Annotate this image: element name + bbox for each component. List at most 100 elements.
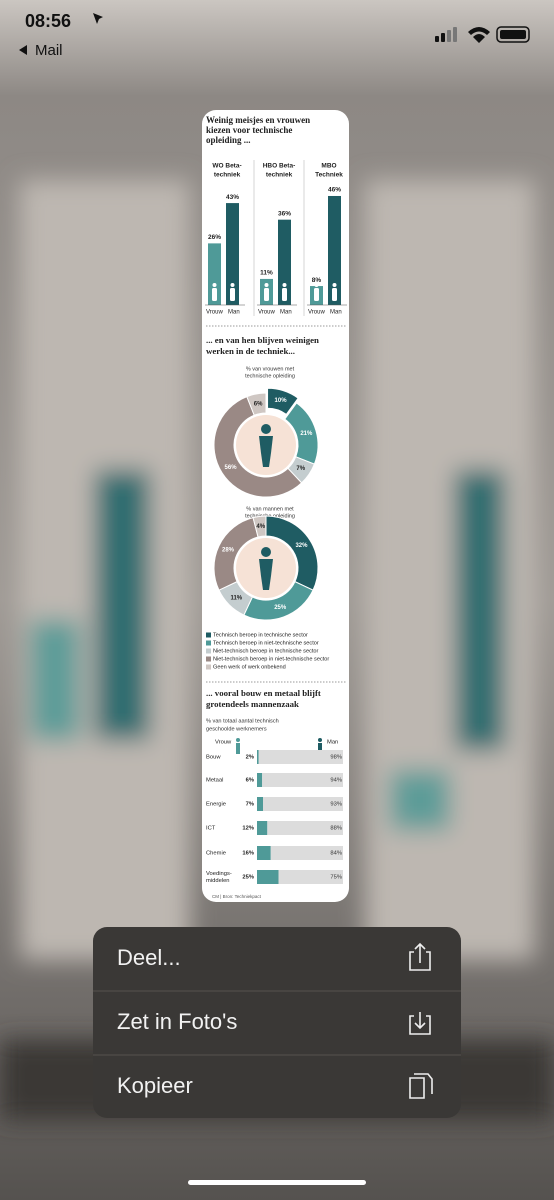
donut-segment — [252, 515, 267, 538]
figure-body — [236, 743, 240, 754]
row-value: 16% — [242, 851, 254, 857]
section-title: Weinig meisjes en vrouwen — [206, 115, 310, 125]
row-label: ICT — [206, 826, 216, 832]
bar-label: 36% — [278, 210, 291, 217]
donut-segment — [213, 396, 303, 498]
legend-swatch — [206, 640, 211, 646]
legend-label: Technisch beroep in technische sector — [213, 632, 308, 638]
wifi-icon — [468, 27, 490, 43]
figure-head — [230, 283, 235, 287]
back-arrow[interactable] — [19, 45, 27, 55]
figure-body — [230, 288, 235, 301]
legend-label: Technisch beroep in niet-technische sect… — [213, 640, 319, 646]
axis-label: Vrouw — [206, 310, 223, 316]
donut-label: 6% — [254, 401, 263, 407]
axis-label: Man — [327, 740, 338, 746]
bar — [263, 797, 343, 811]
row-label: Energie — [206, 802, 226, 808]
bar — [257, 750, 259, 764]
figure-head — [261, 424, 271, 434]
bar — [208, 243, 221, 305]
bar — [328, 195, 341, 305]
signal-icon — [435, 27, 457, 42]
group-label: MBO — [321, 163, 336, 170]
back-link[interactable]: Mail — [35, 42, 63, 59]
preview-card[interactable] — [202, 110, 349, 902]
bar — [257, 870, 279, 884]
group-label: techniek — [214, 172, 241, 179]
row-label: Bouw — [206, 755, 221, 761]
group-label: techniek — [266, 172, 293, 179]
figure-body — [314, 288, 319, 301]
section-subtitle: % van totaal aantal technisch — [206, 718, 279, 724]
legend-label: Niet-technisch beroep in technische sect… — [213, 648, 319, 654]
donut-label: 7% — [296, 466, 305, 472]
time: 08:56 — [25, 11, 71, 31]
figure-head — [261, 547, 271, 557]
row-value: 93% — [330, 802, 342, 808]
figure-head — [282, 283, 287, 287]
donut-label: 28% — [222, 548, 235, 554]
bar — [257, 797, 264, 811]
row-value: 12% — [242, 826, 254, 832]
figure-head — [318, 738, 322, 742]
axis-label: Man — [330, 310, 342, 316]
figure-head — [264, 283, 269, 287]
figure-body — [259, 436, 273, 467]
donut-subtitle: technische opleiding — [245, 373, 295, 379]
bar — [257, 821, 268, 835]
bar — [278, 219, 291, 305]
figure-head — [332, 283, 337, 287]
bar-label: 26% — [208, 234, 221, 241]
axis-label: Vrouw — [215, 740, 232, 746]
donut-segment — [246, 392, 267, 416]
section-title: grotendeels mannenzaak — [206, 699, 299, 709]
bar — [257, 773, 263, 787]
bar — [257, 846, 271, 860]
figure-head — [236, 738, 240, 742]
home-indicator — [188, 1180, 366, 1185]
legend-label: Geen werk of werk onbekend — [213, 664, 286, 670]
bar-label: 11% — [260, 270, 273, 277]
legend-swatch — [206, 648, 211, 654]
menu-item[interactable]: Deel... — [117, 945, 181, 970]
row-value: 6% — [246, 778, 254, 784]
legend-swatch — [206, 664, 211, 670]
bar — [270, 846, 343, 860]
donut-label: 11% — [230, 595, 242, 601]
legend-swatch — [206, 632, 211, 638]
donut-label: 56% — [225, 465, 238, 471]
bar — [278, 870, 343, 884]
donut-label: 32% — [295, 543, 308, 549]
donut-subtitle: % van vrouwen met — [246, 366, 295, 372]
battery-icon — [496, 26, 530, 43]
donut-subtitle: % van mannen met — [246, 506, 294, 512]
bar-label: 8% — [312, 277, 322, 284]
donut-label: 21% — [300, 431, 313, 437]
menu-icons — [409, 942, 433, 1099]
menu-item[interactable]: Kopieer — [117, 1073, 193, 1098]
row-value: 88% — [330, 826, 342, 832]
row-value: 84% — [330, 851, 342, 857]
donut-label: 4% — [256, 524, 265, 530]
figure-head — [212, 283, 217, 287]
row-value: 7% — [246, 802, 254, 808]
row-label: middelen — [206, 878, 230, 884]
figure-body — [259, 559, 273, 590]
figure-head — [314, 283, 319, 287]
section-title: werken in de techniek... — [206, 346, 295, 356]
axis-label: Man — [228, 310, 240, 316]
menu-item[interactable]: Zet in Foto's — [117, 1009, 237, 1034]
context-menu — [93, 927, 461, 1118]
donut-segment — [267, 387, 299, 416]
donut-label: 10% — [275, 398, 288, 404]
row-value: 94% — [330, 778, 342, 784]
bar — [267, 821, 343, 835]
figure-body — [282, 288, 287, 301]
axis-label: Vrouw — [308, 310, 325, 316]
bar — [226, 203, 239, 305]
figure-body — [264, 288, 269, 301]
source: CM | Bron: Techniekpact — [212, 894, 262, 899]
section-subtitle: geschoolde werknemers — [206, 726, 267, 732]
